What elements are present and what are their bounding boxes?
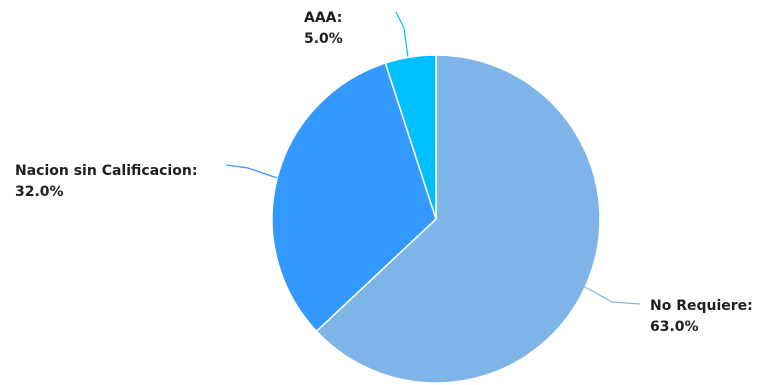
pie-slice-nacion-sin-calificacion[interactable]	[271, 62, 437, 333]
pie-slices	[271, 54, 601, 384]
data-label-category-aaa: AAA:	[304, 10, 342, 26]
pie-slice-no-requiere[interactable]	[315, 54, 601, 384]
data-label-category-no-requiere: No Requiere:	[650, 298, 753, 314]
data-labels: No Requiere: 63.0% Nacion sin Calificacion…	[15, 10, 753, 335]
connector-line-nacion-sin-calificacion	[225, 164, 278, 179]
data-label-value-no-requiere: 63.0%	[650, 319, 699, 335]
connector-line-no-requiere	[577, 282, 641, 305]
pie-slice-aaa[interactable]	[384, 54, 437, 220]
data-label-category-nacion-sin-calificacion: Nacion sin Calificacion:	[15, 163, 197, 179]
data-label-value-nacion-sin-calificacion: 32.0%	[15, 184, 64, 200]
connector-line-aaa	[395, 11, 409, 58]
data-label-value-aaa: 5.0%	[304, 31, 343, 47]
label-connectors	[225, 11, 641, 305]
